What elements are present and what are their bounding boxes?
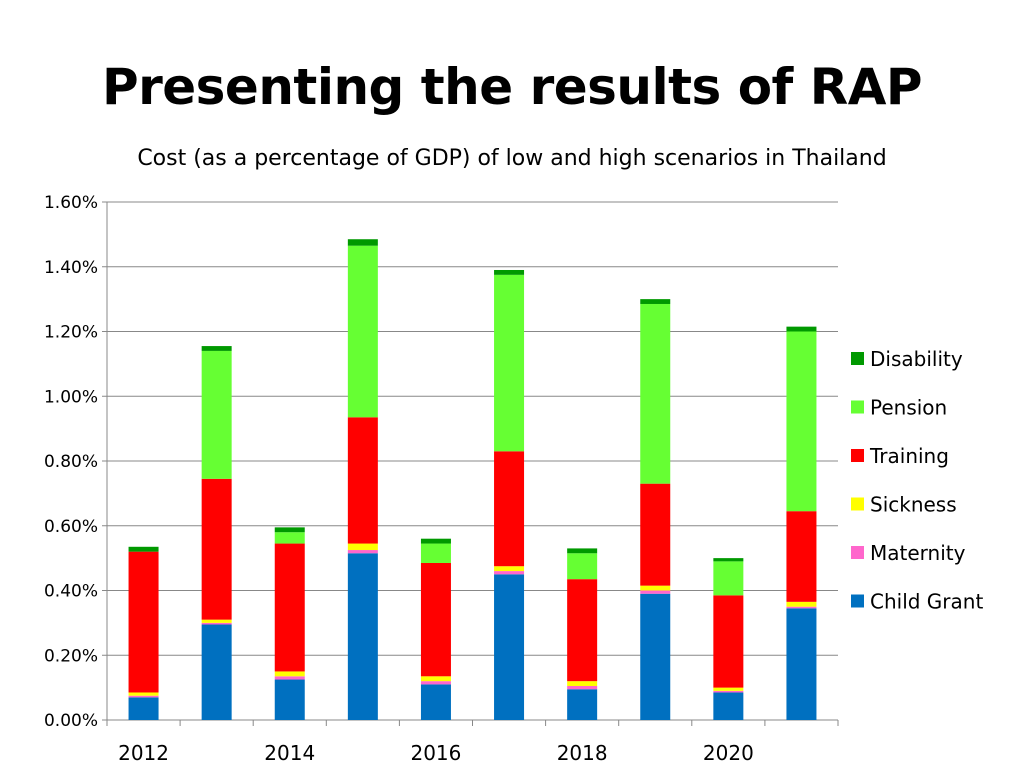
legend-swatch-disability — [851, 352, 864, 365]
legend-label-maternity: Maternity — [870, 541, 966, 565]
bar-segment-disability-2020 — [713, 558, 744, 562]
legend-label-pension: Pension — [870, 396, 947, 420]
bar-segment-disability-2018 — [567, 548, 598, 554]
bar-segment-child-grant-2013 — [201, 624, 232, 720]
bar-segment-pension-2021 — [786, 331, 817, 512]
bar-segment-sickness-2016 — [420, 676, 451, 682]
bar-segment-training-2020 — [713, 595, 744, 688]
bar-segment-maternity-2020 — [713, 690, 744, 693]
legend-swatch-sickness — [851, 497, 864, 511]
bar-segment-pension-2017 — [494, 274, 525, 452]
bar-segment-maternity-2017 — [494, 571, 525, 575]
x-tick-label: 2018 — [557, 741, 608, 765]
bar-segment-disability-2016 — [420, 538, 451, 544]
y-tick-label: 0.40% — [44, 582, 98, 602]
y-tick-label: 1.40% — [44, 258, 98, 278]
slide-title: Presenting the results of RAP — [101, 58, 923, 116]
legend-label-sickness: Sickness — [870, 493, 957, 517]
legend: Disability Pension Training Sickness Materni… — [851, 347, 983, 614]
bar-segment-training-2017 — [494, 451, 525, 567]
legend-swatch-pension — [851, 400, 864, 414]
bar-segment-pension-2015 — [347, 245, 378, 418]
legend-label-disability: Disability — [870, 347, 963, 371]
axes: 0.00% 0.20% 0.40% 0.60% 0.80% 1.00% 1.20% 1.40%… — [44, 193, 839, 765]
bar-segment-training-2012 — [128, 551, 159, 693]
bar-segment-child-grant-2017 — [494, 574, 525, 720]
bar-segment-maternity-2013 — [201, 622, 232, 625]
bar-segment-sickness-2013 — [201, 619, 232, 623]
bar-segment-disability-2012 — [128, 546, 159, 552]
bar-segment-training-2015 — [347, 417, 378, 544]
bars — [128, 239, 817, 720]
bar-segment-disability-2015 — [347, 239, 378, 246]
bar-segment-training-2018 — [567, 579, 598, 682]
bar-segment-maternity-2012 — [128, 695, 159, 698]
bar-segment-child-grant-2018 — [567, 689, 598, 720]
legend-swatch-child-grant — [851, 594, 864, 608]
bar-segment-sickness-2017 — [494, 566, 525, 572]
x-tick-label: 2016 — [410, 741, 461, 765]
y-tick-label: 1.00% — [44, 387, 98, 407]
bar-segment-sickness-2020 — [713, 687, 744, 691]
y-tick-label: 1.60% — [44, 193, 98, 213]
chart-title: Cost (as a percentage of GDP) of low and… — [137, 146, 887, 171]
bar-segment-training-2021 — [786, 511, 817, 602]
bar-segment-child-grant-2014 — [274, 679, 305, 720]
bar-segment-child-grant-2020 — [713, 692, 744, 720]
bar-segment-sickness-2015 — [347, 543, 378, 551]
bar-segment-child-grant-2015 — [347, 553, 378, 720]
bar-segment-training-2013 — [201, 478, 232, 620]
y-tick-label: 0.20% — [44, 646, 98, 666]
x-tick-label: 2014 — [264, 741, 315, 765]
legend-swatch-maternity — [851, 546, 864, 559]
bar-segment-pension-2020 — [713, 561, 744, 596]
bar-segment-disability-2019 — [640, 299, 671, 304]
bar-segment-disability-2017 — [494, 269, 525, 275]
bar-segment-child-grant-2021 — [786, 608, 817, 720]
bar-segment-pension-2019 — [640, 303, 671, 484]
bar-segment-pension-2016 — [420, 543, 451, 563]
y-tick-label: 1.20% — [44, 323, 98, 343]
legend-label-child-grant: Child Grant — [870, 590, 983, 614]
y-tick-label: 0.00% — [44, 711, 98, 731]
x-tick-label: 2012 — [118, 741, 169, 765]
bar-segment-child-grant-2019 — [640, 593, 671, 720]
bar-segment-pension-2014 — [274, 532, 305, 544]
bar-segment-maternity-2015 — [347, 550, 378, 554]
bar-segment-maternity-2021 — [786, 606, 817, 609]
bar-segment-sickness-2019 — [640, 585, 671, 591]
bar-segment-sickness-2012 — [128, 692, 159, 696]
bar-segment-child-grant-2016 — [420, 684, 451, 720]
bar-segment-sickness-2014 — [274, 671, 305, 677]
bar-segment-maternity-2014 — [274, 676, 305, 680]
bar-segment-maternity-2018 — [567, 686, 598, 690]
legend-swatch-training — [851, 449, 864, 462]
bar-segment-disability-2021 — [786, 326, 817, 332]
bar-segment-pension-2013 — [201, 350, 232, 479]
bar-segment-disability-2014 — [274, 527, 305, 533]
legend-label-training: Training — [869, 444, 949, 468]
bar-segment-sickness-2021 — [786, 601, 817, 607]
y-tick-label: 0.80% — [44, 452, 98, 472]
bar-segment-disability-2013 — [201, 346, 232, 351]
bar-segment-sickness-2018 — [567, 681, 598, 687]
bar-segment-child-grant-2012 — [128, 697, 159, 720]
bar-segment-maternity-2019 — [640, 590, 671, 594]
bar-segment-maternity-2016 — [420, 681, 451, 685]
bar-segment-training-2014 — [274, 543, 305, 672]
bar-segment-pension-2018 — [567, 553, 598, 580]
bar-segment-training-2016 — [420, 562, 451, 677]
y-tick-label: 0.60% — [44, 517, 98, 537]
x-tick-label: 2020 — [703, 741, 754, 765]
bar-segment-training-2019 — [640, 483, 671, 586]
